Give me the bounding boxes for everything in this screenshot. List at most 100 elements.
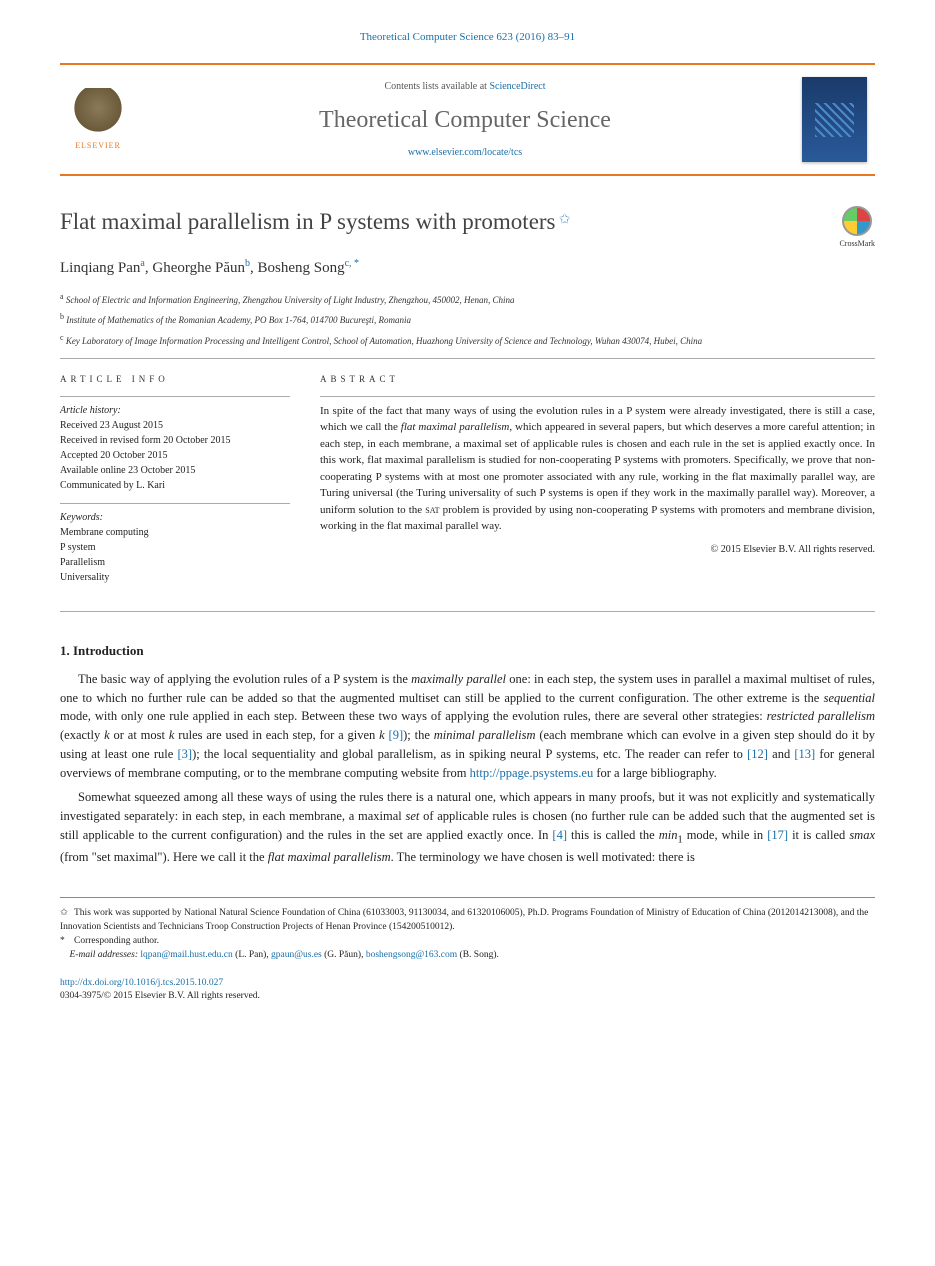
header-center: Contents lists available at ScienceDirec… bbox=[128, 80, 802, 160]
intro-paragraph-2: Somewhat squeezed among all these ways o… bbox=[60, 788, 875, 866]
author-list: Linqiang Pana, Gheorghe Păunb, Bosheng S… bbox=[60, 257, 875, 279]
email-who: (L. Pan) bbox=[235, 950, 266, 960]
doi-link[interactable]: http://dx.doi.org/10.1016/j.tcs.2015.10.… bbox=[60, 977, 875, 990]
abstract-column: abstract In spite of the fact that many … bbox=[320, 373, 875, 595]
crossmark-label: CrossMark bbox=[839, 239, 875, 248]
abstract-label: abstract bbox=[320, 373, 875, 386]
author-name: Linqiang Pan bbox=[60, 260, 140, 276]
affiliation: c Key Laboratory of Image Information Pr… bbox=[60, 332, 875, 349]
term: set bbox=[406, 809, 420, 823]
crossmark-icon bbox=[842, 206, 872, 236]
history-line: Communicated by L. Kari bbox=[60, 478, 290, 493]
email-link[interactable]: lqpan@mail.hust.edu.cn bbox=[140, 950, 232, 960]
text: or at most bbox=[110, 728, 169, 742]
text: this is called the bbox=[567, 828, 659, 842]
history-label: Article history: bbox=[60, 403, 290, 418]
journal-name: Theoretical Computer Science bbox=[128, 104, 802, 138]
sat-term: sat bbox=[425, 504, 439, 516]
affiliation: b Institute of Mathematics of the Romani… bbox=[60, 311, 875, 328]
citation-ref[interactable]: [4] bbox=[552, 828, 567, 842]
title-block: CrossMark Flat maximal parallelism in P … bbox=[60, 206, 875, 238]
author-affil-mark: c, * bbox=[345, 258, 359, 269]
term: minimal parallelism bbox=[434, 728, 536, 742]
elsevier-logo: ELSEVIER bbox=[68, 85, 128, 155]
keywords-block: Keywords: Membrane computing P system Pa… bbox=[60, 503, 290, 585]
crossmark-badge[interactable]: CrossMark bbox=[839, 206, 875, 249]
affiliation-mark: b bbox=[60, 312, 64, 321]
article-title: Flat maximal parallelism in P systems wi… bbox=[60, 209, 556, 234]
text: and bbox=[768, 747, 794, 761]
text: mode, with only one rule applied in each… bbox=[60, 709, 767, 723]
footnote-asterisk-icon: * bbox=[60, 934, 74, 948]
history-line: Received in revised form 20 October 2015 bbox=[60, 433, 290, 448]
text: rules are used in each step, for a given bbox=[174, 728, 379, 742]
history-line: Accepted 20 October 2015 bbox=[60, 448, 290, 463]
footnotes-block: ✩This work was supported by National Nat… bbox=[60, 897, 875, 963]
term: maximally parallel bbox=[411, 672, 506, 686]
keyword: Universality bbox=[60, 570, 290, 585]
title-footnote-star-icon: ✩ bbox=[559, 213, 571, 228]
text: for a large bibliography. bbox=[593, 766, 717, 780]
sciencedirect-link[interactable]: ScienceDirect bbox=[489, 81, 545, 92]
citation-ref[interactable]: [3] bbox=[178, 747, 193, 761]
affiliation-mark: a bbox=[60, 292, 64, 301]
contents-prefix: Contents lists available at bbox=[384, 81, 489, 92]
keyword: P system bbox=[60, 540, 290, 555]
external-url-link[interactable]: http://ppage.psystems.eu bbox=[470, 766, 594, 780]
text: ); the local sequentiality and global pa… bbox=[192, 747, 747, 761]
text: (exactly bbox=[60, 728, 104, 742]
citation-ref[interactable]: [13] bbox=[794, 747, 815, 761]
intro-paragraph-1: The basic way of applying the evolution … bbox=[60, 670, 875, 783]
email-who: (G. Păun) bbox=[324, 950, 361, 960]
citation-ref[interactable]: [9] bbox=[389, 728, 404, 742]
bottom-block: http://dx.doi.org/10.1016/j.tcs.2015.10.… bbox=[60, 977, 875, 1004]
citation-ref[interactable]: [17] bbox=[767, 828, 788, 842]
term: sequential bbox=[824, 691, 875, 705]
article-history-block: Article history: Received 23 August 2015… bbox=[60, 396, 290, 493]
term: restricted parallelism bbox=[767, 709, 875, 723]
article-info-column: article info Article history: Received 2… bbox=[60, 373, 290, 595]
issn-copyright-line: 0304-3975/© 2015 Elsevier B.V. All right… bbox=[60, 990, 875, 1003]
affiliation: a School of Electric and Information Eng… bbox=[60, 291, 875, 308]
funding-text: This work was supported by National Natu… bbox=[60, 908, 868, 932]
affiliation-text: Key Laboratory of Image Information Proc… bbox=[66, 336, 702, 346]
keyword: Membrane computing bbox=[60, 525, 290, 540]
publisher-name: ELSEVIER bbox=[75, 140, 121, 151]
email-link[interactable]: gpaun@us.es bbox=[271, 950, 322, 960]
article-info-label: article info bbox=[60, 373, 290, 386]
citation-line: Theoretical Computer Science 623 (2016) … bbox=[60, 30, 875, 45]
elsevier-tree-icon bbox=[73, 88, 123, 138]
journal-homepage-link[interactable]: www.elsevier.com/locate/tcs bbox=[128, 146, 802, 160]
keywords-label: Keywords: bbox=[60, 510, 290, 525]
term: flat maximal parallelism bbox=[268, 850, 391, 864]
var-k: k bbox=[379, 728, 385, 742]
history-line: Available online 23 October 2015 bbox=[60, 463, 290, 478]
abstract-span: , which appeared in several papers, but … bbox=[320, 421, 875, 516]
corresponding-text: Corresponding author. bbox=[74, 936, 159, 946]
citation-ref[interactable]: [12] bbox=[747, 747, 768, 761]
author-name: Bosheng Song bbox=[257, 260, 344, 276]
funding-footnote: ✩This work was supported by National Nat… bbox=[60, 906, 875, 935]
abstract-text: In spite of the fact that many ways of u… bbox=[320, 403, 875, 535]
divider bbox=[60, 358, 875, 359]
abstract-term: flat maximal parallelism bbox=[401, 421, 510, 433]
text: The basic way of applying the evolution … bbox=[78, 672, 411, 686]
term: min bbox=[659, 828, 678, 842]
footnote-star-icon: ✩ bbox=[60, 906, 74, 920]
term: smax bbox=[849, 828, 875, 842]
corresponding-footnote: *Corresponding author. bbox=[60, 934, 875, 948]
abstract-body: In spite of the fact that many ways of u… bbox=[320, 396, 875, 557]
text: mode, while in bbox=[683, 828, 768, 842]
divider bbox=[60, 611, 875, 612]
email-link[interactable]: boshengsong@163.com bbox=[366, 950, 457, 960]
abstract-copyright: © 2015 Elsevier B.V. All rights reserved… bbox=[320, 543, 875, 557]
text: . The terminology we have chosen is well… bbox=[391, 850, 695, 864]
email-footnote: E-mail addresses: lqpan@mail.hust.edu.cn… bbox=[60, 948, 875, 962]
email-label: E-mail addresses: bbox=[70, 950, 139, 960]
affiliation-text: School of Electric and Information Engin… bbox=[66, 295, 515, 305]
history-line: Received 23 August 2015 bbox=[60, 418, 290, 433]
author-name: Gheorghe Păun bbox=[152, 260, 245, 276]
affiliation-mark: c bbox=[60, 333, 64, 342]
affiliation-text: Institute of Mathematics of the Romanian… bbox=[66, 315, 411, 325]
email-who: (B. Song) bbox=[460, 950, 497, 960]
